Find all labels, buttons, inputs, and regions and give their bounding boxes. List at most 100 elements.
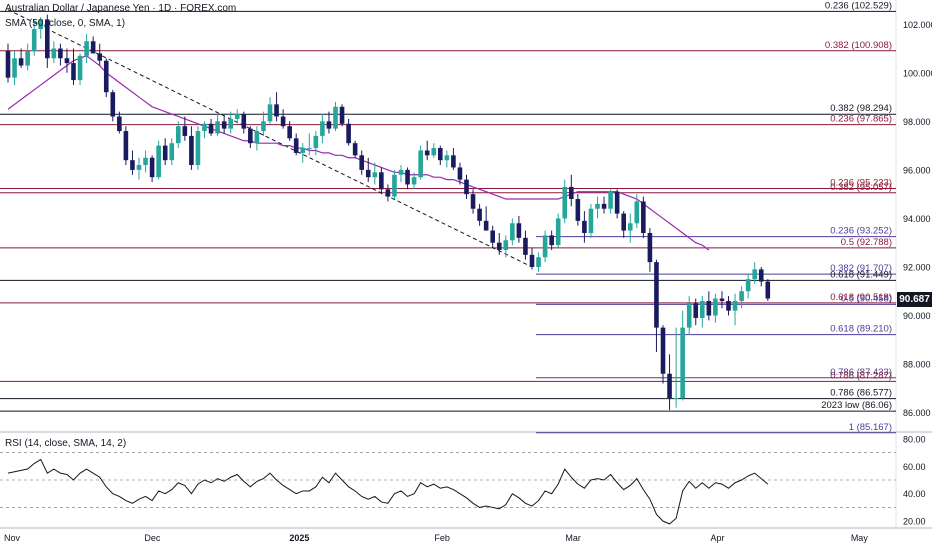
candle-body [569,186,574,200]
candle-body [359,155,364,170]
candle-body [162,145,168,161]
candle-body [523,237,528,255]
candle-body [228,118,233,129]
candle-body [555,218,561,246]
candle-body [496,242,502,250]
candle-body [451,155,456,168]
candle-body [64,58,70,64]
price-tick-label: 98.000 [903,117,931,127]
candle-body [365,169,371,178]
candle-body [117,116,122,132]
candle-body [562,186,568,219]
candle-body [221,121,227,129]
candle-body [241,114,247,129]
candle-body [582,220,587,233]
candle-body [208,123,214,134]
candle-body [483,220,489,231]
candle-body [123,131,129,161]
candle-body [103,60,109,93]
candle-body [490,230,495,243]
rsi-tick-label: 20.00 [903,517,926,527]
candle-body [614,191,620,214]
candle-body [58,48,63,59]
fib-level-label: 0.618 (90.518) [830,292,892,303]
rsi-indicator-label[interactable]: RSI (14, close, SMA, 14, 2) [5,438,127,449]
fib-level-label: 0.786 (87.287) [830,370,892,381]
candle-body [719,298,725,301]
time-tick-label: Nov [4,533,21,543]
candle-body [77,55,83,81]
fib-level-label: 0.5 (92.788) [841,237,892,248]
candle-body [287,126,292,139]
sma-indicator-label[interactable]: SMA (50, close, 0, SMA, 1) [5,18,126,29]
candle-body [739,291,744,301]
fib-level-label: 0.236 (95.233) [830,178,892,189]
candle-body [156,145,161,178]
price-tick-label: 90.000 [903,311,931,321]
candle-body [176,126,181,144]
candle-body [31,29,37,51]
rsi-tick-label: 60.00 [903,462,926,472]
candle-body [424,150,430,156]
candle-body [752,269,757,280]
fib-level-label: 0.382 (100.908) [825,40,892,51]
candle-body [418,150,423,178]
candle-body [385,189,391,197]
candle-body [693,303,699,318]
candle-body [706,300,712,316]
fib-level-label: 2023 low (86.06) [821,400,892,411]
candle-body [267,104,273,122]
candle-body [261,121,266,132]
candle-body [326,121,332,129]
candle-body [660,327,666,374]
fib-level-label: 0.382 (98.294) [830,103,892,114]
candle-body [510,223,515,241]
candle-body [280,116,286,127]
rsi-tick-label: 40.00 [903,489,926,499]
fib-level-label: 0.382 (91.707) [830,263,892,274]
candle-body [477,208,482,221]
candle-body [51,48,57,59]
candle-body [641,201,646,233]
candle-body [195,131,201,166]
fib-level-label: 0.786 (86.577) [830,388,892,399]
candle-body [673,398,679,400]
time-tick-label: Dec [144,533,161,543]
candle-body [765,281,771,299]
candle-body [84,41,89,56]
trendline-dashed [7,9,533,268]
candle-body [621,213,626,231]
symbol-title[interactable]: Australian Dollar / Japanese Yen · 1D · … [5,3,237,14]
candle-body [143,157,148,166]
candle-body [392,174,397,197]
candle-body [90,41,96,54]
candle-body [516,223,522,238]
fib-level-label: 1 (85.167) [849,422,892,433]
candle-body [634,201,640,224]
candle-body [575,199,581,221]
price-tick-label: 88.000 [903,360,931,370]
candle-body [542,235,548,258]
candle-body [647,232,653,263]
price-tick-label: 94.000 [903,214,931,224]
candle-body [431,148,437,156]
candle-body [333,106,338,129]
rsi-tick-label: 80.00 [903,434,926,444]
candle-body [732,300,738,311]
last-price-badge: 90.687 [897,292,932,307]
candle-body [457,167,463,180]
candle-body [654,262,659,328]
candle-body [45,19,50,59]
fib-level-label: 0.786 (87.433) [830,367,892,378]
candle-body [601,203,607,209]
candle-body [313,135,319,149]
candle-body [536,257,541,267]
candle-body [470,194,476,209]
candle-body [18,58,24,66]
candle-body [97,53,102,61]
price-tick-label: 100.000 [903,68,932,78]
candle-body [293,138,299,153]
candle-body [234,114,240,119]
candle-body [680,327,685,399]
candle-body [595,203,600,209]
